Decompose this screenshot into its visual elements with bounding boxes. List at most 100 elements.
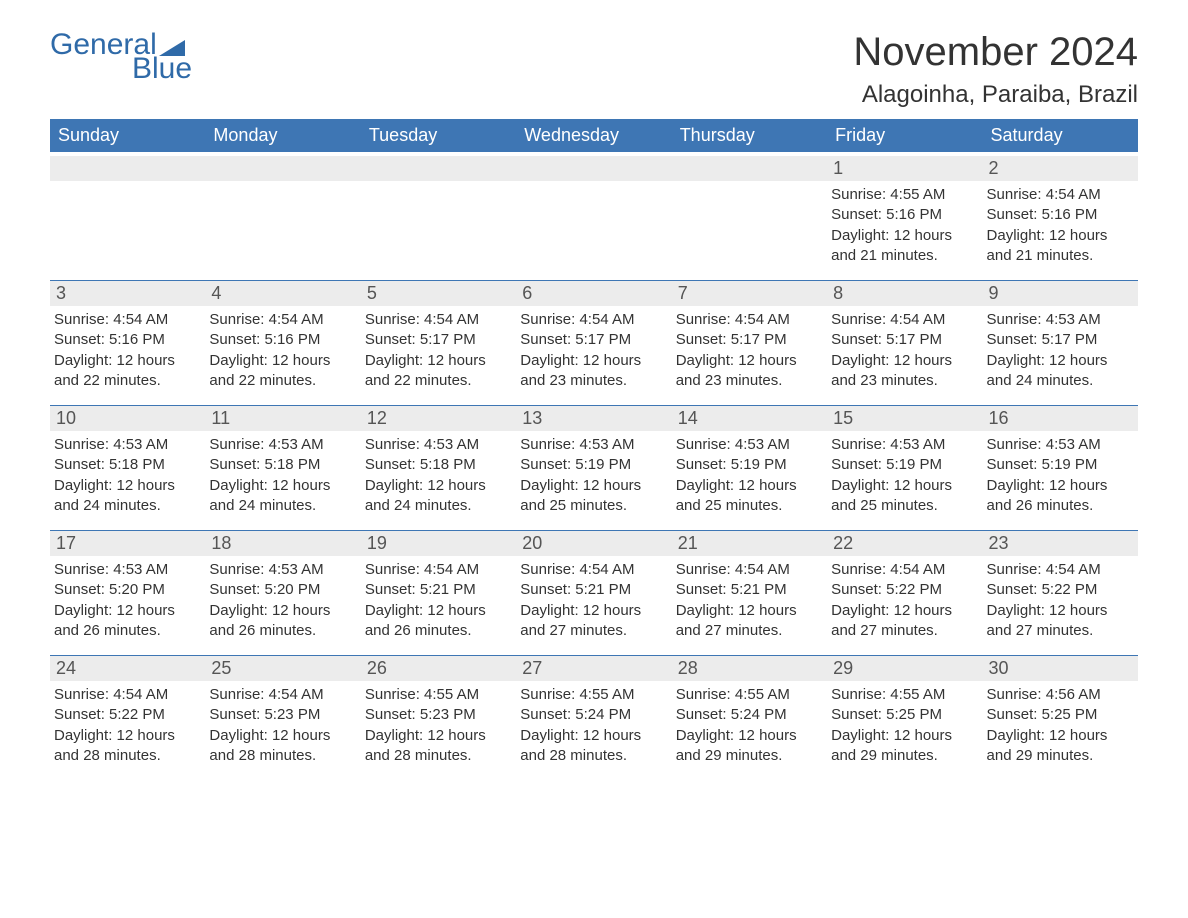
day-details: Sunrise: 4:53 AMSunset: 5:19 PMDaylight:… [983,431,1138,524]
day-number: 29 [827,656,982,681]
daylight-text: Daylight: 12 hours and 24 minutes. [365,476,512,517]
sunset-text: Sunset: 5:22 PM [987,580,1134,600]
sunset-text: Sunset: 5:19 PM [987,455,1134,475]
day-number: 9 [983,281,1138,306]
day-number: 16 [983,406,1138,431]
sunrise-text: Sunrise: 4:54 AM [54,310,201,330]
daylight-text: Daylight: 12 hours and 29 minutes. [676,726,823,767]
day-cell [50,156,205,276]
day-details: Sunrise: 4:54 AMSunset: 5:16 PMDaylight:… [983,181,1138,274]
day-header-row: SundayMondayTuesdayWednesdayThursdayFrid… [50,119,1138,152]
day-number: 15 [827,406,982,431]
day-number [672,156,827,181]
sunrise-text: Sunrise: 4:53 AM [209,560,356,580]
sunset-text: Sunset: 5:25 PM [831,705,978,725]
day-details: Sunrise: 4:53 AMSunset: 5:18 PMDaylight:… [205,431,360,524]
daylight-text: Daylight: 12 hours and 28 minutes. [520,726,667,767]
sunrise-text: Sunrise: 4:54 AM [831,310,978,330]
sunrise-text: Sunrise: 4:53 AM [520,435,667,455]
daylight-text: Daylight: 12 hours and 27 minutes. [831,601,978,642]
day-details [50,181,205,193]
daylight-text: Daylight: 12 hours and 23 minutes. [520,351,667,392]
day-number: 17 [50,531,205,556]
day-details: Sunrise: 4:53 AMSunset: 5:20 PMDaylight:… [205,556,360,649]
week-row: 1Sunrise: 4:55 AMSunset: 5:16 PMDaylight… [50,156,1138,276]
day-details: Sunrise: 4:54 AMSunset: 5:17 PMDaylight:… [672,306,827,399]
day-details: Sunrise: 4:53 AMSunset: 5:19 PMDaylight:… [672,431,827,524]
daylight-text: Daylight: 12 hours and 28 minutes. [54,726,201,767]
sunset-text: Sunset: 5:16 PM [54,330,201,350]
day-number [361,156,516,181]
day-number [205,156,360,181]
week-row: 10Sunrise: 4:53 AMSunset: 5:18 PMDayligh… [50,405,1138,526]
day-details: Sunrise: 4:54 AMSunset: 5:16 PMDaylight:… [50,306,205,399]
sunset-text: Sunset: 5:21 PM [520,580,667,600]
sunset-text: Sunset: 5:19 PM [520,455,667,475]
day-number: 5 [361,281,516,306]
sunrise-text: Sunrise: 4:54 AM [209,685,356,705]
daylight-text: Daylight: 12 hours and 21 minutes. [831,226,978,267]
day-number: 13 [516,406,671,431]
day-cell: 12Sunrise: 4:53 AMSunset: 5:18 PMDayligh… [361,406,516,526]
day-number: 12 [361,406,516,431]
day-details [672,181,827,193]
day-cell: 10Sunrise: 4:53 AMSunset: 5:18 PMDayligh… [50,406,205,526]
day-number: 25 [205,656,360,681]
day-details: Sunrise: 4:54 AMSunset: 5:22 PMDaylight:… [983,556,1138,649]
sunrise-text: Sunrise: 4:54 AM [209,310,356,330]
day-header: Sunday [50,119,205,152]
sunrise-text: Sunrise: 4:53 AM [676,435,823,455]
day-cell: 25Sunrise: 4:54 AMSunset: 5:23 PMDayligh… [205,656,360,776]
daylight-text: Daylight: 12 hours and 26 minutes. [987,476,1134,517]
day-number: 11 [205,406,360,431]
sunrise-text: Sunrise: 4:53 AM [54,435,201,455]
daylight-text: Daylight: 12 hours and 26 minutes. [54,601,201,642]
sunset-text: Sunset: 5:24 PM [520,705,667,725]
sunset-text: Sunset: 5:25 PM [987,705,1134,725]
day-number: 28 [672,656,827,681]
day-details: Sunrise: 4:54 AMSunset: 5:21 PMDaylight:… [361,556,516,649]
week-row: 3Sunrise: 4:54 AMSunset: 5:16 PMDaylight… [50,280,1138,401]
sunset-text: Sunset: 5:19 PM [831,455,978,475]
day-details: Sunrise: 4:53 AMSunset: 5:17 PMDaylight:… [983,306,1138,399]
day-number: 30 [983,656,1138,681]
sunset-text: Sunset: 5:21 PM [365,580,512,600]
day-cell [672,156,827,276]
day-cell: 26Sunrise: 4:55 AMSunset: 5:23 PMDayligh… [361,656,516,776]
daylight-text: Daylight: 12 hours and 22 minutes. [365,351,512,392]
day-number: 23 [983,531,1138,556]
sunset-text: Sunset: 5:19 PM [676,455,823,475]
day-header: Wednesday [516,119,671,152]
day-details [361,181,516,193]
sunrise-text: Sunrise: 4:54 AM [520,310,667,330]
day-cell: 5Sunrise: 4:54 AMSunset: 5:17 PMDaylight… [361,281,516,401]
sunset-text: Sunset: 5:23 PM [209,705,356,725]
day-number: 1 [827,156,982,181]
day-number: 21 [672,531,827,556]
page-header: General Blue November 2024 Alagoinha, Pa… [50,30,1138,109]
day-details: Sunrise: 4:54 AMSunset: 5:21 PMDaylight:… [516,556,671,649]
day-cell: 16Sunrise: 4:53 AMSunset: 5:19 PMDayligh… [983,406,1138,526]
daylight-text: Daylight: 12 hours and 27 minutes. [987,601,1134,642]
sunrise-text: Sunrise: 4:54 AM [54,685,201,705]
sunrise-text: Sunrise: 4:54 AM [365,310,512,330]
day-details: Sunrise: 4:53 AMSunset: 5:20 PMDaylight:… [50,556,205,649]
day-number: 4 [205,281,360,306]
week-row: 24Sunrise: 4:54 AMSunset: 5:22 PMDayligh… [50,655,1138,776]
daylight-text: Daylight: 12 hours and 26 minutes. [365,601,512,642]
daylight-text: Daylight: 12 hours and 22 minutes. [54,351,201,392]
day-details: Sunrise: 4:54 AMSunset: 5:22 PMDaylight:… [50,681,205,774]
day-cell: 24Sunrise: 4:54 AMSunset: 5:22 PMDayligh… [50,656,205,776]
sunrise-text: Sunrise: 4:54 AM [365,560,512,580]
day-details [205,181,360,193]
day-number: 7 [672,281,827,306]
day-cell: 15Sunrise: 4:53 AMSunset: 5:19 PMDayligh… [827,406,982,526]
day-cell: 14Sunrise: 4:53 AMSunset: 5:19 PMDayligh… [672,406,827,526]
sunset-text: Sunset: 5:20 PM [54,580,201,600]
sunset-text: Sunset: 5:18 PM [365,455,512,475]
sunrise-text: Sunrise: 4:54 AM [987,560,1134,580]
daylight-text: Daylight: 12 hours and 25 minutes. [676,476,823,517]
day-cell: 19Sunrise: 4:54 AMSunset: 5:21 PMDayligh… [361,531,516,651]
day-details: Sunrise: 4:54 AMSunset: 5:16 PMDaylight:… [205,306,360,399]
sunset-text: Sunset: 5:17 PM [520,330,667,350]
